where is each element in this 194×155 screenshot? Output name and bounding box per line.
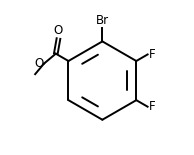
Text: O: O (34, 57, 43, 70)
Text: F: F (148, 100, 155, 113)
Text: O: O (54, 24, 63, 37)
Text: F: F (148, 48, 155, 61)
Text: Br: Br (96, 14, 109, 27)
